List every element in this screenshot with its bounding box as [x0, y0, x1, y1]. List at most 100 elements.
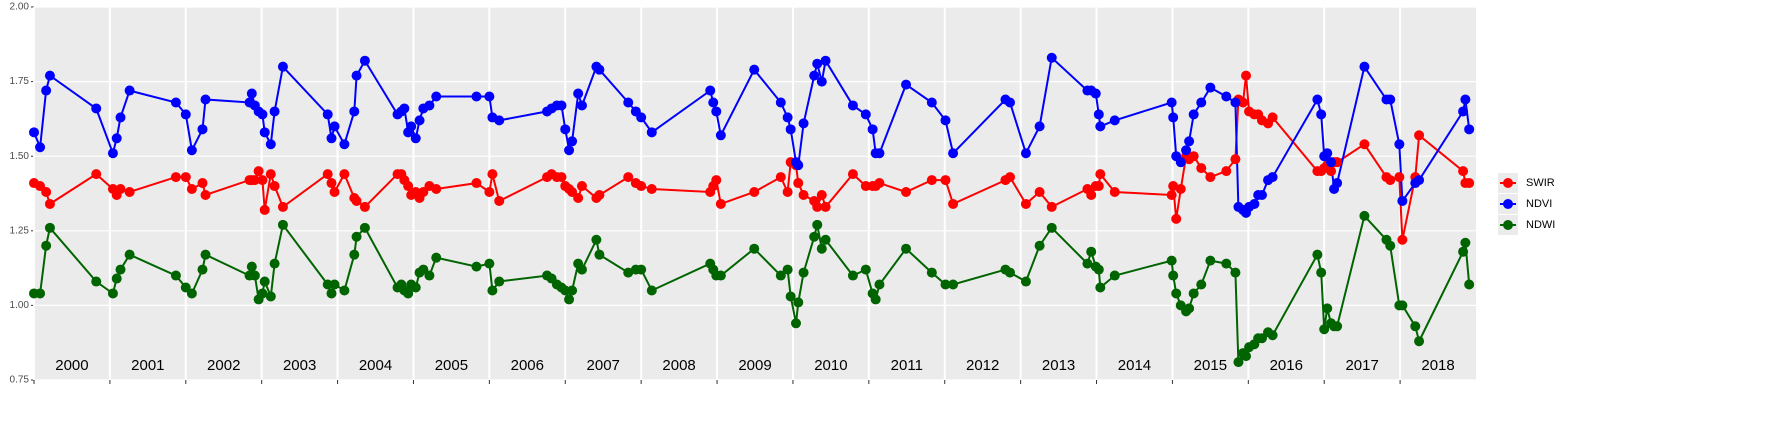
data-point — [359, 222, 370, 233]
data-point — [349, 106, 360, 117]
y-tick-label: 1.75 — [10, 76, 30, 87]
data-point — [1020, 276, 1031, 287]
legend-label: NDWI — [1526, 219, 1555, 231]
data-point — [410, 133, 421, 144]
data-point — [186, 145, 197, 156]
data-point — [197, 264, 208, 275]
data-point — [200, 94, 211, 105]
data-point — [197, 178, 208, 189]
data-point — [940, 279, 951, 290]
data-point — [870, 294, 881, 305]
data-point — [1458, 106, 1469, 117]
data-point — [576, 264, 587, 275]
data-point — [1458, 246, 1469, 257]
data-point — [424, 270, 435, 281]
data-point — [820, 234, 831, 245]
data-point — [847, 270, 858, 281]
x-tick-label: 2004 — [359, 357, 392, 374]
data-point — [351, 70, 362, 81]
data-point — [749, 187, 760, 198]
data-point — [1312, 94, 1323, 105]
data-point — [124, 187, 135, 198]
data-point — [471, 91, 482, 102]
data-point — [646, 285, 657, 296]
data-point — [471, 178, 482, 189]
data-point — [35, 288, 46, 299]
data-point — [115, 112, 126, 123]
data-point — [253, 166, 264, 177]
data-point — [257, 175, 268, 186]
data-point — [1316, 109, 1327, 120]
x-tick-label: 2015 — [1194, 357, 1227, 374]
data-point — [1168, 181, 1179, 192]
data-point — [573, 192, 584, 203]
data-point — [782, 112, 793, 123]
data-point — [782, 264, 793, 275]
data-point — [1221, 166, 1232, 177]
data-point — [1184, 303, 1195, 314]
data-point — [1359, 139, 1370, 150]
data-point — [1316, 267, 1327, 278]
data-point — [711, 106, 722, 117]
data-point — [249, 270, 260, 281]
data-point — [1205, 172, 1216, 183]
data-point — [1230, 267, 1241, 278]
data-point — [1175, 157, 1186, 168]
data-point — [1230, 154, 1241, 165]
data-point — [560, 124, 571, 135]
data-point — [1046, 201, 1057, 212]
data-point — [1230, 97, 1241, 108]
x-tick-label: 2018 — [1421, 357, 1454, 374]
data-point — [487, 285, 498, 296]
x-tick-label: 2011 — [891, 357, 923, 374]
data-point — [1171, 213, 1182, 224]
data-point — [1034, 187, 1045, 198]
data-point — [564, 294, 575, 305]
data-point — [636, 112, 647, 123]
data-point — [816, 243, 827, 254]
data-point — [798, 189, 809, 200]
data-point — [359, 201, 370, 212]
data-point — [1238, 97, 1249, 108]
x-tick-label: 2016 — [1270, 357, 1303, 374]
data-point — [1034, 121, 1045, 132]
data-point — [874, 279, 885, 290]
data-point — [91, 103, 102, 114]
data-point — [107, 148, 118, 159]
data-point — [359, 55, 370, 66]
data-point — [1322, 303, 1333, 314]
data-point — [926, 97, 937, 108]
data-point — [1005, 172, 1016, 183]
data-point — [1233, 357, 1244, 368]
y-tick-label: 1.25 — [10, 225, 30, 236]
data-point — [820, 201, 831, 212]
data-point — [44, 222, 55, 233]
data-point — [484, 258, 495, 269]
data-point — [940, 175, 951, 186]
data-point — [1196, 279, 1207, 290]
data-point — [265, 139, 276, 150]
data-point — [431, 184, 442, 195]
data-point — [847, 169, 858, 180]
data-point — [1414, 130, 1425, 141]
data-point — [180, 109, 191, 120]
data-point — [1464, 279, 1475, 290]
data-point — [809, 70, 820, 81]
data-point — [111, 133, 122, 144]
data-point — [259, 204, 270, 215]
data-point — [926, 267, 937, 278]
data-point — [269, 181, 280, 192]
data-point — [403, 288, 414, 299]
data-point — [277, 61, 288, 72]
data-point — [1397, 195, 1408, 206]
data-point — [277, 201, 288, 212]
data-point — [269, 258, 280, 269]
data-point — [322, 109, 333, 120]
y-tick-label: 1.50 — [10, 151, 30, 162]
data-point — [1086, 189, 1097, 200]
data-point — [431, 252, 442, 263]
data-point — [646, 127, 657, 138]
data-point — [705, 85, 716, 96]
legend-key — [1503, 220, 1513, 230]
